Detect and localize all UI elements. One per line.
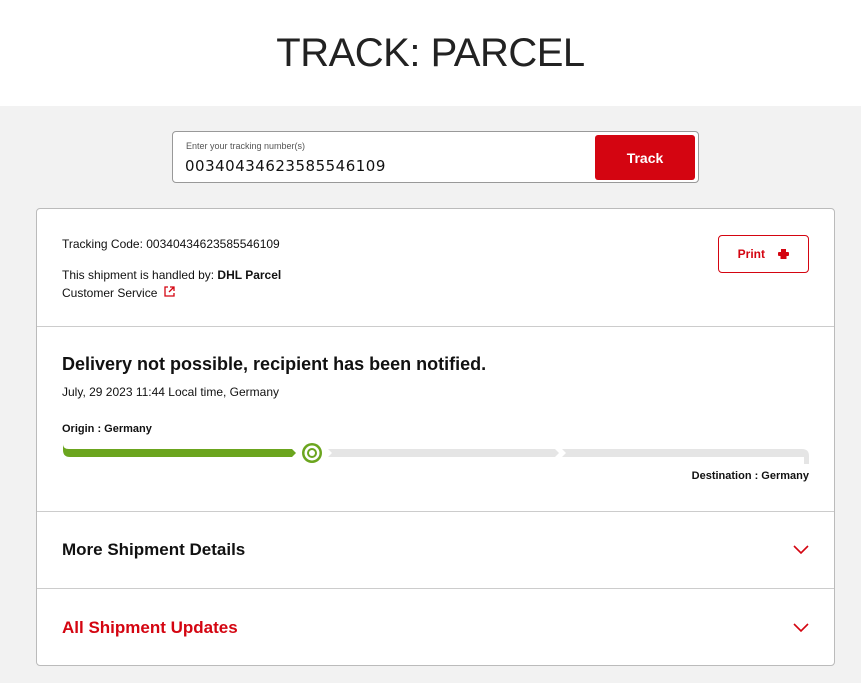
- status-headline: Delivery not possible, recipient has bee…: [62, 354, 487, 374]
- shipment-status: Delivery not possible, recipient has bee…: [37, 327, 834, 512]
- shipment-info: Tracking Code: 00340434623585546109 This…: [37, 209, 834, 327]
- track-button[interactable]: Track: [595, 135, 695, 180]
- accordion-more-shipment-details[interactable]: More Shipment Details: [37, 512, 834, 589]
- print-button[interactable]: Print: [718, 235, 809, 273]
- accordion-label: More Shipment Details: [62, 540, 246, 559]
- tracking-search: Enter your tracking number(s) Track: [172, 131, 699, 183]
- progress-segment-pending-2: [562, 449, 809, 464]
- origin-label: Origin : Germany: [62, 423, 152, 435]
- handled-by-label: This shipment is handled by:: [62, 268, 218, 282]
- accordion-label: All Shipment Updates: [62, 617, 238, 637]
- page-title: TRACK: PARCEL: [276, 30, 585, 75]
- print-label: Print: [737, 247, 765, 261]
- external-link-icon: [164, 286, 175, 297]
- destination-label: Destination : Germany: [691, 470, 809, 482]
- handled-by: This shipment is handled by: DHL Parcel: [62, 268, 281, 282]
- progress-segment-pending-1: [328, 449, 559, 457]
- shipment-card: Tracking Code: 00340434623585546109 This…: [36, 208, 835, 666]
- tracking-input-label: Enter your tracking number(s): [186, 141, 306, 151]
- customer-service-label: Customer Service: [62, 286, 158, 300]
- printer-icon: [778, 249, 790, 259]
- page-header: TRACK: PARCEL: [0, 0, 861, 106]
- customer-service-link[interactable]: Customer Service: [62, 286, 175, 300]
- status-date: July, 29 2023 11:44 Local time, Germany: [62, 385, 280, 399]
- chevron-down-icon: [793, 545, 809, 555]
- progress-segment-done: [63, 439, 296, 457]
- tracking-number-input[interactable]: [185, 157, 585, 175]
- tracking-code: Tracking Code: 00340434623585546109: [62, 237, 280, 251]
- chevron-down-icon: [793, 622, 809, 632]
- carrier-name: DHL Parcel: [217, 268, 282, 282]
- accordion-all-shipment-updates[interactable]: All Shipment Updates: [37, 589, 834, 666]
- progress-bar: [63, 439, 809, 464]
